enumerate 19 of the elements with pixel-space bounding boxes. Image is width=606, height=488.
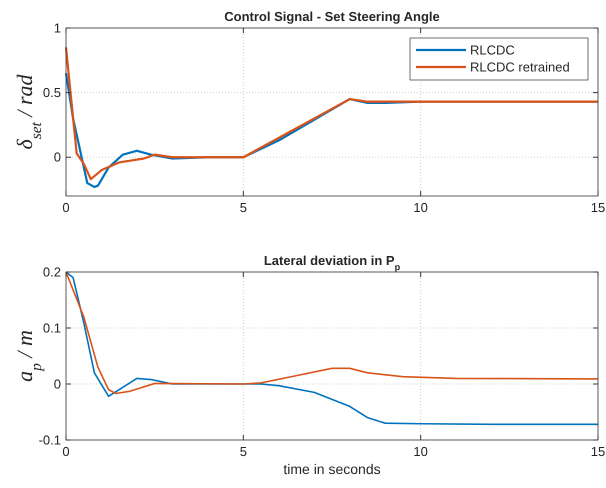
y-tick-label: 0 — [54, 376, 61, 392]
legend-label: RLCDC retrained — [470, 60, 570, 74]
y-tick-label: 0.5 — [42, 85, 61, 100]
x-tick-label: 5 — [240, 444, 247, 459]
legend-label: RLCDC — [470, 42, 515, 58]
x-tick-label: 15 — [590, 200, 606, 215]
x-tick-label: 10 — [413, 200, 428, 215]
chart-title: Lateral deviation in P$_{p}$ — [264, 253, 401, 272]
x-axis-title: time in seconds — [283, 461, 381, 477]
x-tick-label: 10 — [413, 444, 428, 459]
y-tick-label: 1 — [54, 20, 61, 36]
x-tick-label: 15 — [590, 444, 606, 459]
y-tick-label: 0.2 — [42, 264, 61, 280]
y-tick-label: -0.1 — [38, 432, 61, 448]
y-tick-label: 0.1 — [42, 320, 61, 336]
line-series — [64, 46, 600, 180]
chart-title: Control Signal - Set Steering Angle — [224, 9, 440, 24]
x-tick-label: 5 — [240, 200, 247, 215]
y-tick-label: 0 — [54, 150, 61, 165]
